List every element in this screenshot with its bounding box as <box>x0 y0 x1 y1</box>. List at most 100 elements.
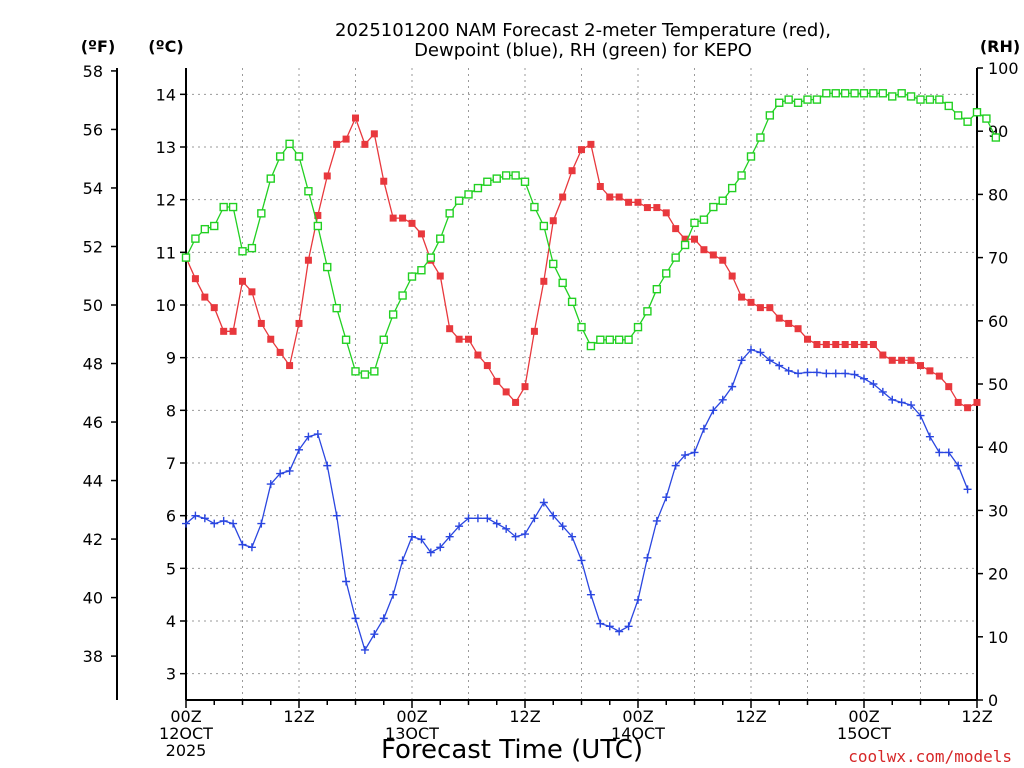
rh-point <box>586 341 596 351</box>
temperature-point <box>964 404 972 412</box>
celsius-tick-label: 9 <box>166 349 176 368</box>
rh-point <box>944 101 953 111</box>
rh-point <box>925 95 935 104</box>
temperature-point <box>794 325 802 333</box>
temperature-point <box>352 114 359 122</box>
temperature-point <box>220 327 228 335</box>
rh-point <box>200 224 210 234</box>
fahrenheit-tick-label: 46 <box>83 413 103 432</box>
chart-title: 2025101200 NAM Forecast 2-meter Temperat… <box>335 20 831 61</box>
dewpoint-point <box>699 424 708 433</box>
chart-grid <box>186 68 977 700</box>
temperature-point <box>587 140 595 148</box>
rh-point <box>379 335 388 344</box>
dewpoint-point <box>671 461 680 470</box>
temperature-point <box>917 362 924 370</box>
dewpoint-point <box>464 514 473 523</box>
temperature-point <box>257 319 265 327</box>
x-axis-title: Forecast Time (UTC) <box>381 735 643 765</box>
temperature-point <box>549 217 557 225</box>
dewpoint-line <box>185 349 969 652</box>
rh-point <box>210 221 219 231</box>
temperature-point <box>775 314 783 322</box>
dewpoint-point <box>521 530 529 539</box>
rh-point <box>662 269 671 278</box>
temperature-point <box>502 388 510 396</box>
temperature-point <box>860 341 868 348</box>
temperature-point <box>756 304 764 312</box>
rh-point <box>897 89 906 98</box>
dewpoint-point <box>285 466 294 475</box>
rh-point <box>388 310 398 319</box>
dewpoint-point <box>963 485 972 494</box>
temperature-point <box>643 204 651 212</box>
time-tick-label: 12Z <box>735 707 766 726</box>
rh-point <box>972 108 982 117</box>
temperature-point <box>596 183 604 190</box>
rh-point <box>906 92 916 101</box>
dewpoint-point <box>332 511 341 520</box>
dewpoint-point <box>219 516 228 525</box>
dewpoint-point <box>539 498 548 507</box>
fahrenheit-tick-label: 50 <box>83 296 103 315</box>
dewpoint-point <box>229 519 238 528</box>
time-tick-label: 15OCT <box>837 724 891 743</box>
time-tick-label: 00Z <box>396 707 427 726</box>
dewpoint-point <box>878 387 887 396</box>
temperature-point <box>672 225 680 233</box>
rh-point <box>840 89 850 98</box>
dewpoint-point <box>577 556 586 565</box>
rh-point <box>511 171 520 180</box>
rh-line <box>185 92 997 376</box>
rh-tick-label: 10 <box>988 628 1008 647</box>
dewpoint-point <box>718 395 727 404</box>
rh-point <box>680 240 690 250</box>
dewpoint-point <box>756 348 765 357</box>
temperature-point <box>681 235 689 243</box>
time-tick-label: 12Z <box>283 707 314 726</box>
rh-point <box>483 177 492 186</box>
temperature-point <box>709 251 717 259</box>
rh-point <box>181 253 191 262</box>
rh-tick-label: 80 <box>988 185 1008 204</box>
time-tick-label: 14OCT <box>611 724 665 743</box>
temperature-point <box>606 193 614 201</box>
rh-point <box>878 89 888 98</box>
temperature-point <box>229 327 237 335</box>
temperature-point <box>662 209 670 217</box>
temperature-point <box>851 341 859 348</box>
temperature-point <box>785 319 793 327</box>
dewpoint-point <box>803 368 812 377</box>
dewpoint-point <box>530 514 539 523</box>
time-tick-label: 2025 <box>166 741 207 760</box>
dewpoint-point <box>784 366 793 375</box>
rh-point <box>445 209 454 218</box>
dewpoint-point <box>389 590 398 599</box>
rh-point <box>558 278 567 288</box>
rh-point <box>699 215 709 224</box>
series-dewpoint <box>182 345 972 654</box>
dewpoint-point <box>304 432 313 441</box>
rh-point <box>530 202 539 212</box>
dewpoint-point <box>426 548 435 557</box>
temperature-point <box>436 272 444 280</box>
temperature-point <box>512 398 520 406</box>
rh-point <box>859 89 869 98</box>
rh-point <box>888 92 897 101</box>
dewpoint-point <box>925 432 934 441</box>
temperature-point <box>465 335 472 343</box>
temperature-point <box>389 214 397 222</box>
dewpoint-point <box>643 553 652 562</box>
rh-point <box>473 183 483 193</box>
temperature-line <box>185 116 978 409</box>
temperature-point <box>738 293 746 301</box>
temperature-point <box>295 319 303 327</box>
celsius-tick-label: 11 <box>156 243 176 262</box>
rh-point <box>643 307 652 316</box>
dewpoint-point <box>737 356 746 365</box>
rh-point <box>294 152 304 161</box>
rh-tick-label: 100 <box>988 59 1019 78</box>
dewpoint-point <box>624 622 633 631</box>
